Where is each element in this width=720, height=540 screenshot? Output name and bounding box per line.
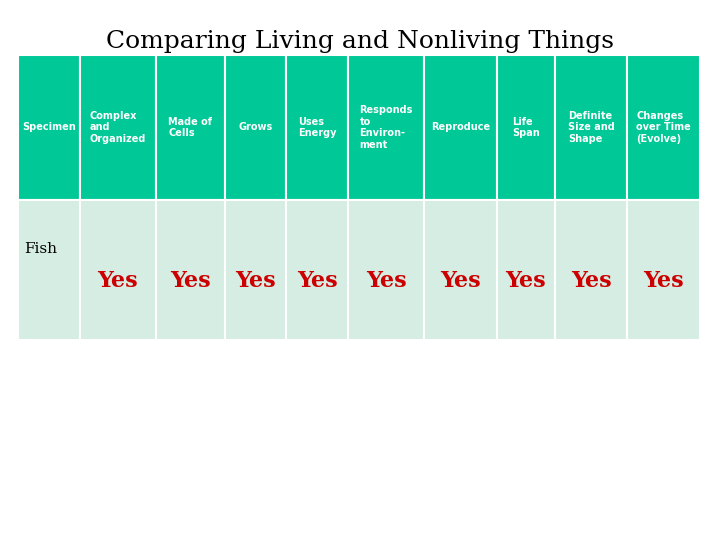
Bar — [348, 55, 424, 200]
Bar — [156, 55, 225, 200]
Bar — [18, 200, 80, 340]
Text: Comparing Living and Nonliving Things: Comparing Living and Nonliving Things — [106, 30, 614, 53]
Text: Made of
Cells: Made of Cells — [168, 117, 212, 138]
Text: Fish: Fish — [24, 242, 57, 256]
Text: Specimen: Specimen — [22, 123, 76, 132]
Text: Yes: Yes — [440, 270, 481, 292]
Text: Grows: Grows — [238, 123, 273, 132]
Bar — [225, 55, 287, 200]
Text: Yes: Yes — [97, 270, 138, 292]
Bar — [287, 200, 348, 340]
Text: Yes: Yes — [235, 270, 276, 292]
Bar — [80, 55, 156, 200]
Bar — [156, 200, 225, 340]
Bar — [627, 200, 700, 340]
Bar — [497, 55, 555, 200]
Bar — [497, 200, 555, 340]
Bar — [424, 200, 497, 340]
Bar — [18, 55, 80, 200]
Text: Uses
Energy: Uses Energy — [298, 117, 336, 138]
Bar — [80, 200, 156, 340]
Bar — [287, 55, 348, 200]
Text: Yes: Yes — [644, 270, 684, 292]
Bar — [424, 55, 497, 200]
Text: Yes: Yes — [505, 270, 546, 292]
Text: Complex
and
Organized: Complex and Organized — [89, 111, 146, 144]
Text: Yes: Yes — [297, 270, 338, 292]
Text: Yes: Yes — [366, 270, 407, 292]
Bar — [555, 200, 627, 340]
Bar — [225, 200, 287, 340]
Bar — [348, 200, 424, 340]
Text: Responds
to
Environ-
ment: Responds to Environ- ment — [359, 105, 413, 150]
Text: Yes: Yes — [170, 270, 211, 292]
Bar — [627, 55, 700, 200]
Text: Changes
over Time
(Evolve): Changes over Time (Evolve) — [636, 111, 691, 144]
Text: Life
Span: Life Span — [512, 117, 540, 138]
Text: Yes: Yes — [571, 270, 611, 292]
Bar — [555, 55, 627, 200]
Text: Reproduce: Reproduce — [431, 123, 490, 132]
Text: Definite
Size and
Shape: Definite Size and Shape — [568, 111, 615, 144]
